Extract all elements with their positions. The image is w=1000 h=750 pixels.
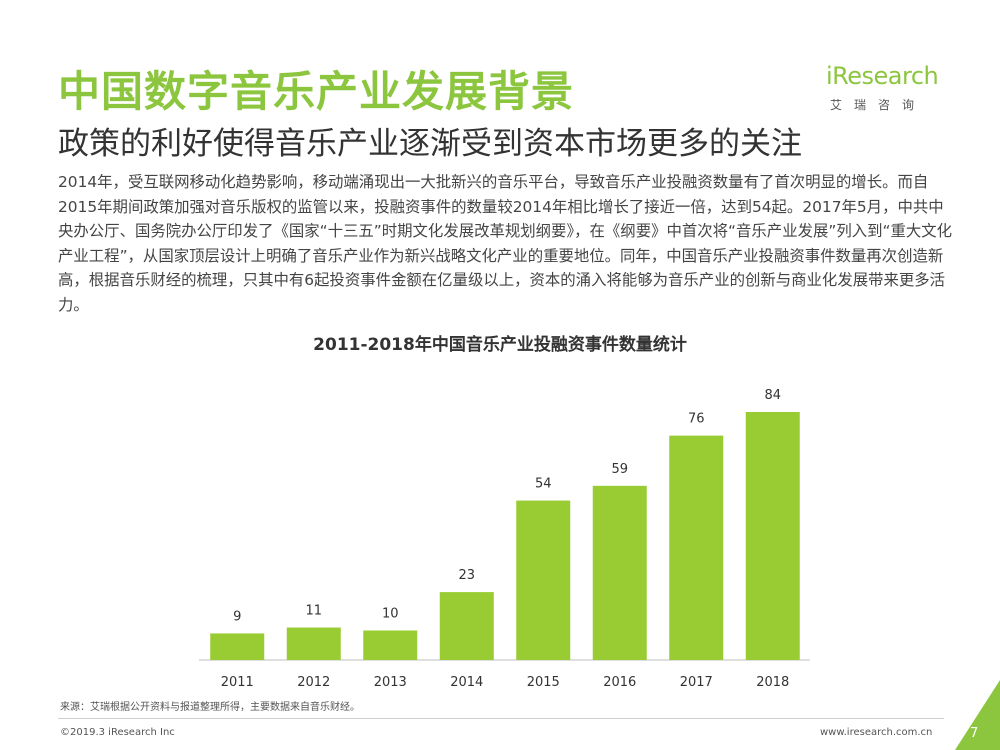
data-label-2013: 10	[382, 606, 399, 621]
page-subtitle: 政策的利好使得音乐产业逐渐受到资本市场更多的关注	[58, 126, 802, 162]
data-label-2011: 9	[233, 609, 241, 624]
bar-2018	[745, 412, 800, 660]
logo-wordmark: iResearch	[826, 62, 939, 90]
bar-2016	[592, 485, 647, 660]
x-tick-label-2015: 2015	[527, 675, 560, 690]
x-tick-label-2014: 2014	[450, 675, 483, 690]
data-label-2018: 84	[764, 388, 781, 403]
copyright-text: ©2019.3 iResearch Inc	[60, 727, 175, 738]
logo-chinese-name: 艾瑞咨询	[830, 98, 927, 112]
bar-2015	[516, 500, 571, 660]
x-tick-label-2018: 2018	[756, 675, 789, 690]
website-url: www.iresearch.com.cn	[820, 727, 933, 738]
page-title: 中国数字音乐产业发展背景	[58, 67, 575, 116]
body-paragraph: 2014年，受互联网移动化趋势影响，移动端涌现出一大批新兴的音乐平台，导致音乐产…	[58, 173, 953, 314]
bar-2012	[286, 627, 341, 660]
x-tick-label-2017: 2017	[680, 675, 713, 690]
bar-2017	[669, 435, 724, 660]
x-tick-label-2012: 2012	[297, 675, 330, 690]
footer-divider	[58, 718, 944, 719]
data-label-2015: 54	[535, 477, 552, 492]
x-tick-label-2013: 2013	[374, 675, 407, 690]
bar-2011	[210, 633, 265, 660]
bar-2014	[439, 592, 494, 660]
data-label-2014: 23	[458, 568, 475, 583]
bar-2013	[363, 630, 418, 660]
data-label-2012: 11	[305, 604, 322, 619]
source-note: 来源：艾瑞根据公开资料与报道整理所得，主要数据来自音乐财经。	[60, 702, 360, 713]
data-label-2017: 76	[688, 412, 705, 427]
x-tick-label-2011: 2011	[221, 675, 254, 690]
page-number: 7	[970, 726, 979, 741]
iresearch-logo: iResearch 艾瑞咨询	[826, 56, 950, 120]
chart-title: 2011-2018年中国音乐产业投融资事件数量统计	[313, 335, 687, 355]
x-tick-label-2016: 2016	[603, 675, 636, 690]
data-label-2016: 59	[611, 462, 628, 477]
